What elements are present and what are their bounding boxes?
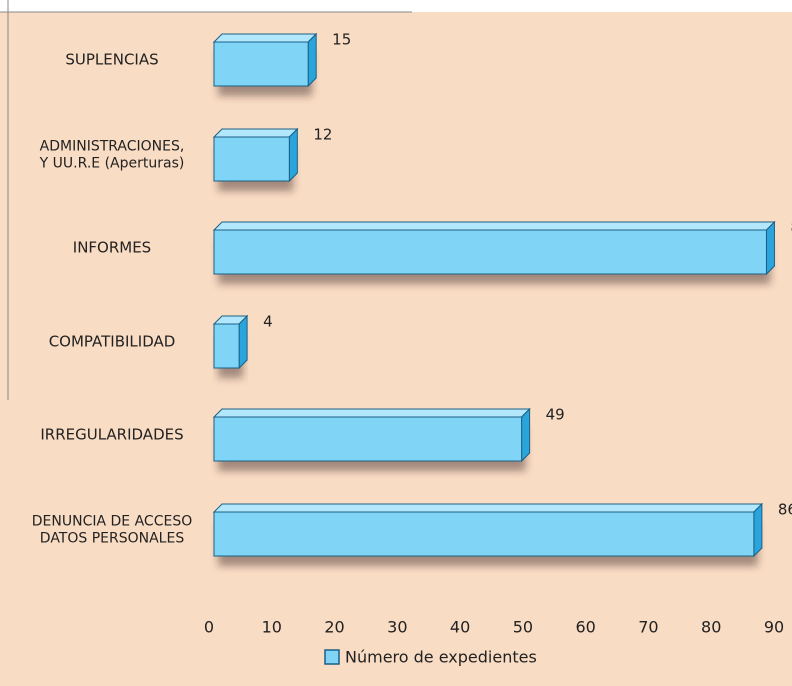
category-label: DENUNCIA DE ACCESO [32, 514, 192, 530]
x-tick-label: 60 [575, 618, 595, 637]
category-label: Y UU.R.E (Aperturas) [39, 156, 185, 172]
value-label: 12 [313, 126, 332, 144]
legend-swatch [324, 649, 340, 665]
x-tick-label: 20 [324, 618, 344, 637]
value-label: 49 [546, 406, 565, 424]
x-tick-label: 90 [764, 618, 784, 637]
category-label: INFORMES [73, 239, 151, 257]
value-label: 86 [778, 501, 792, 519]
category-label: SUPLENCIAS [65, 51, 158, 69]
category-label: IRREGULARIDADES [40, 426, 183, 444]
bar [213, 323, 240, 369]
plot-background [0, 12, 792, 686]
value-label: 4 [263, 313, 273, 331]
x-tick-label: 50 [513, 618, 533, 637]
category-label: DATOS PERSONALES [40, 531, 185, 547]
bar-side [765, 220, 775, 276]
bar [213, 229, 767, 275]
x-tick-label: 10 [262, 618, 282, 637]
bar-top [212, 128, 299, 138]
x-tick-label: 0 [204, 618, 214, 637]
bar-side [238, 314, 248, 370]
bar-side [753, 502, 763, 558]
legend-label: Número de expedientes [345, 648, 537, 667]
bar-top [212, 503, 764, 513]
value-label: 15 [332, 31, 351, 49]
value-label: 88 [790, 219, 792, 237]
x-tick-label: 30 [387, 618, 407, 637]
bar [213, 136, 290, 182]
bar-top [212, 33, 318, 43]
x-tick-label: 80 [701, 618, 721, 637]
bar-side [307, 32, 317, 88]
category-label: COMPATIBILIDAD [49, 333, 176, 351]
x-tick-label: 70 [638, 618, 658, 637]
bar [213, 511, 755, 557]
category-label: ADMINISTRACIONES, [40, 139, 185, 155]
bar [213, 416, 523, 462]
bar-side [521, 407, 531, 463]
bar-top [212, 408, 531, 418]
bar-side [288, 127, 298, 183]
x-tick-label: 40 [450, 618, 470, 637]
bar [213, 41, 309, 87]
bar-top [212, 221, 776, 231]
